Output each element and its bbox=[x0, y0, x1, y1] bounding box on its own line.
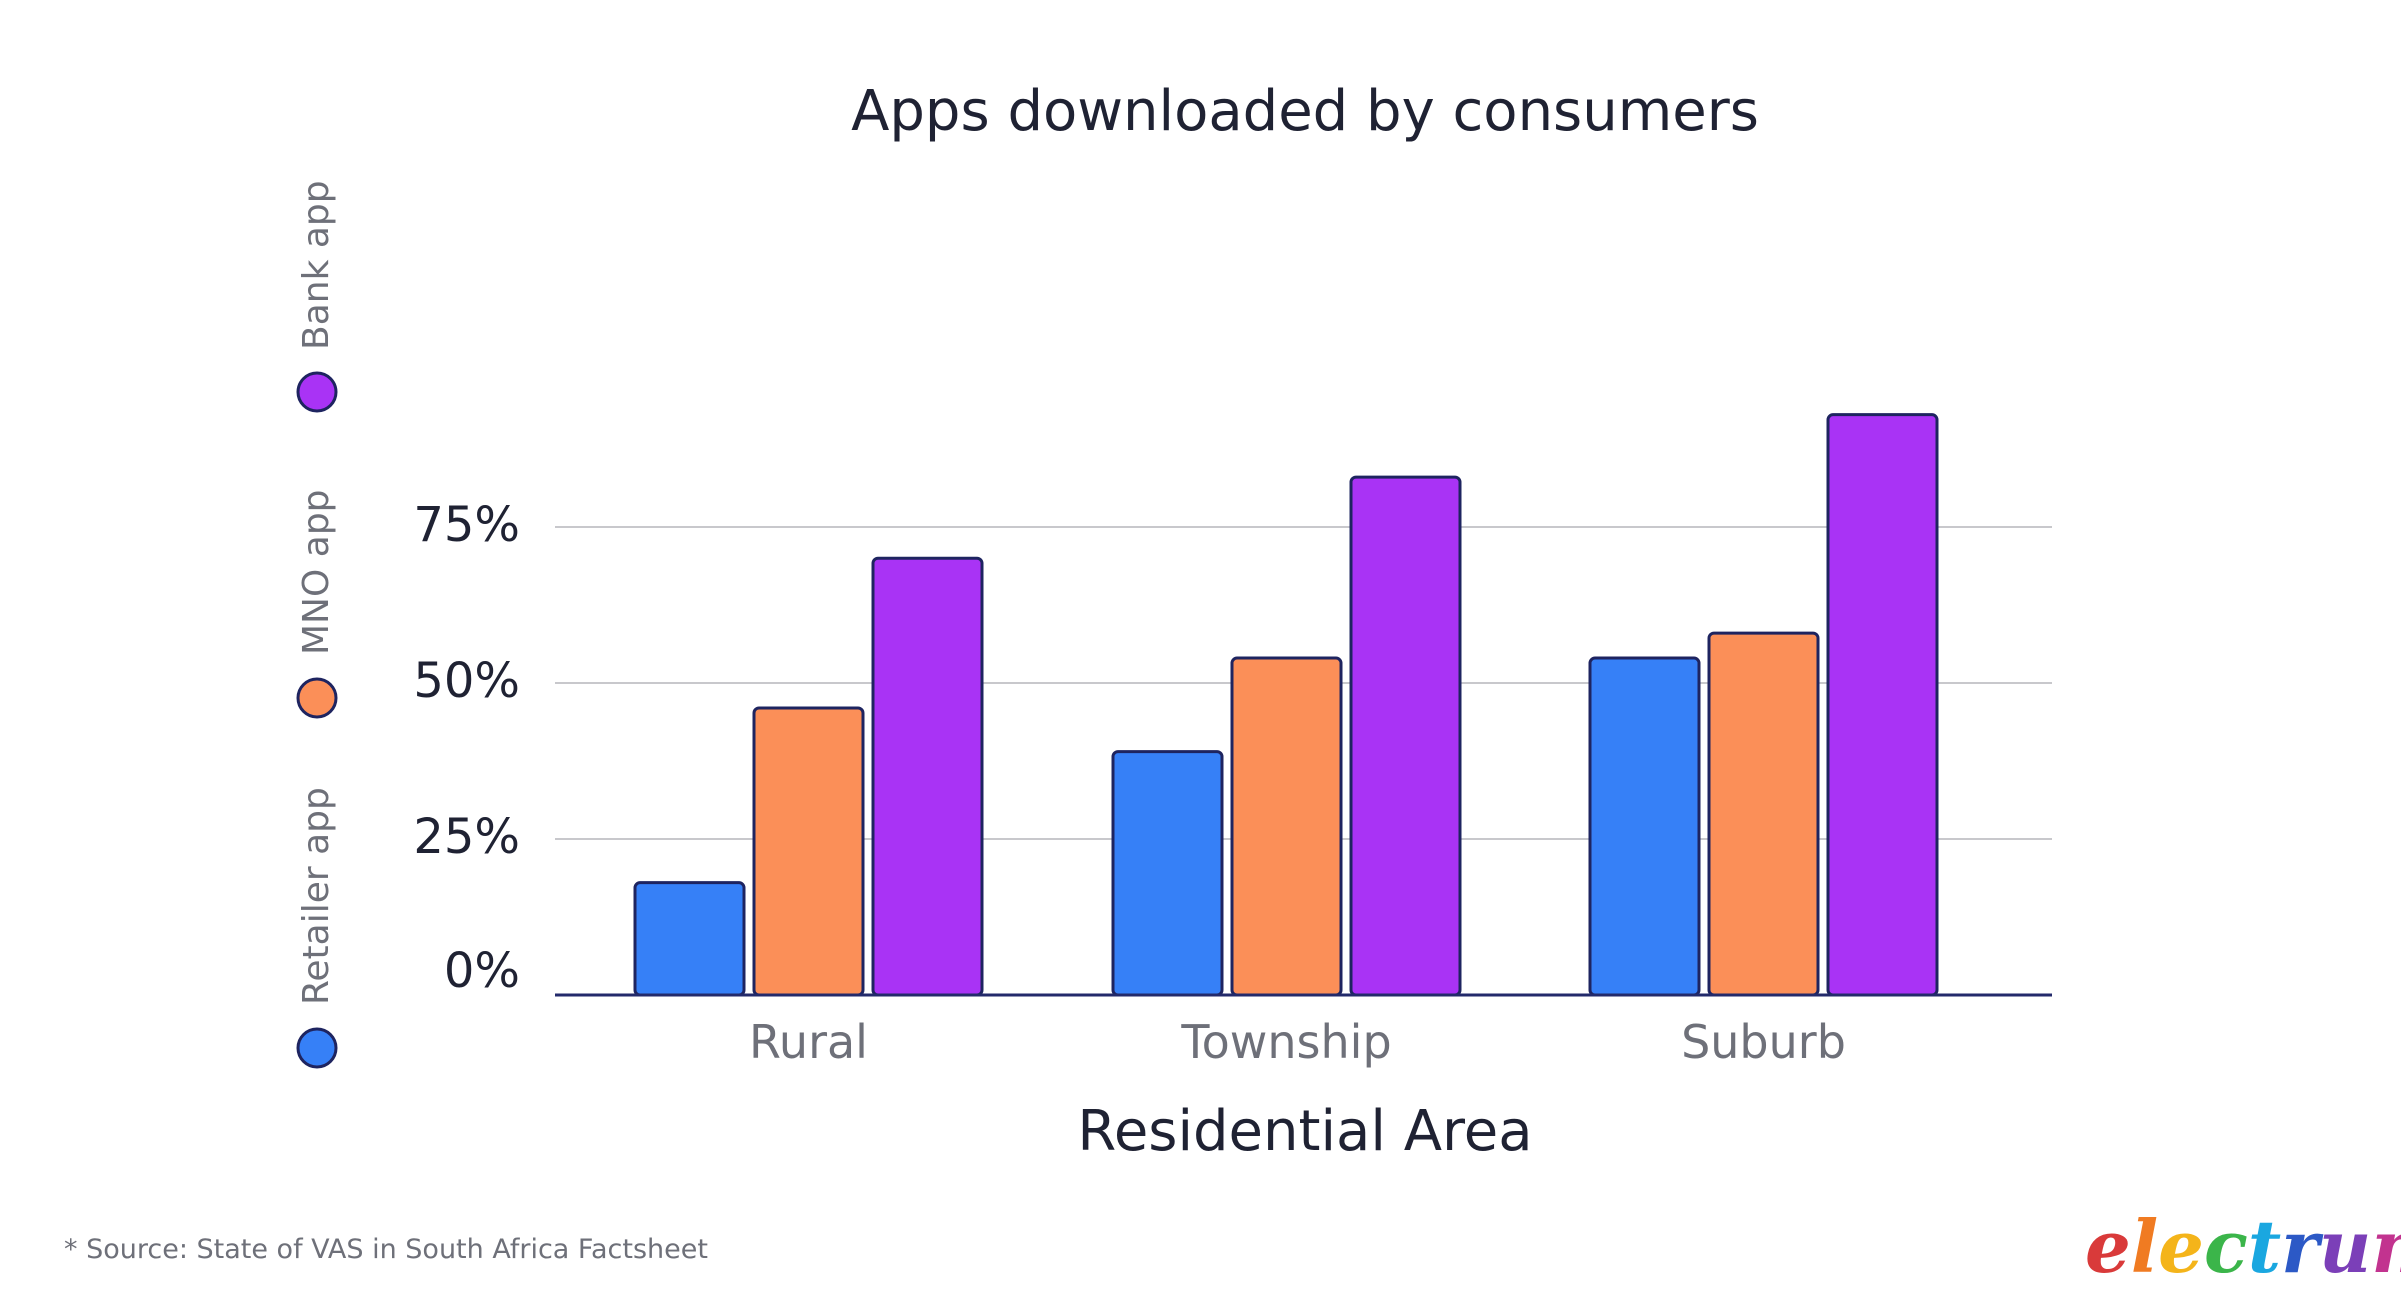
legend-marker bbox=[296, 371, 338, 413]
x-tick-label: Suburb bbox=[1681, 1015, 1846, 1069]
x-axis-label: Residential Area bbox=[1077, 1099, 1532, 1164]
y-tick-label: 0% bbox=[444, 943, 520, 999]
y-tick-label: 25% bbox=[413, 809, 520, 865]
bar-township-mno-app bbox=[1230, 656, 1343, 997]
x-tick-label: Township bbox=[1180, 1015, 1391, 1069]
y-tick-labels: 0% 25% 50% 75% bbox=[413, 497, 520, 999]
chart-title: Apps downloaded by consumers bbox=[851, 79, 1759, 144]
bar-suburb-mno-app bbox=[1707, 631, 1820, 997]
legend-label: Retailer app bbox=[296, 787, 337, 1005]
legend-label: Bank app bbox=[296, 180, 337, 350]
bar-suburb-bank-app bbox=[1826, 413, 1939, 997]
legend: Retailer app MNO app Bank app bbox=[296, 180, 338, 1069]
x-tick-labels: Rural Township Suburb bbox=[749, 1015, 1846, 1069]
source-note: * Source: State of VAS in South Africa F… bbox=[64, 1234, 708, 1265]
bar-suburb-retailer-app bbox=[1588, 656, 1701, 997]
x-tick-label: Rural bbox=[749, 1015, 868, 1069]
legend-label: MNO app bbox=[296, 489, 337, 655]
bar-rural-retailer-app bbox=[633, 881, 746, 997]
bars bbox=[633, 413, 1939, 997]
legend-marker bbox=[296, 1027, 338, 1069]
electrum-logo: electrum bbox=[2085, 1204, 2401, 1289]
y-tick-label: 50% bbox=[413, 653, 520, 709]
bar-rural-mno-app bbox=[752, 706, 865, 997]
bar-township-retailer-app bbox=[1111, 750, 1224, 997]
legend-marker bbox=[296, 677, 338, 719]
bar-rural-bank-app bbox=[871, 556, 984, 997]
y-tick-label: 75% bbox=[413, 497, 520, 553]
bar-township-bank-app bbox=[1349, 475, 1462, 997]
